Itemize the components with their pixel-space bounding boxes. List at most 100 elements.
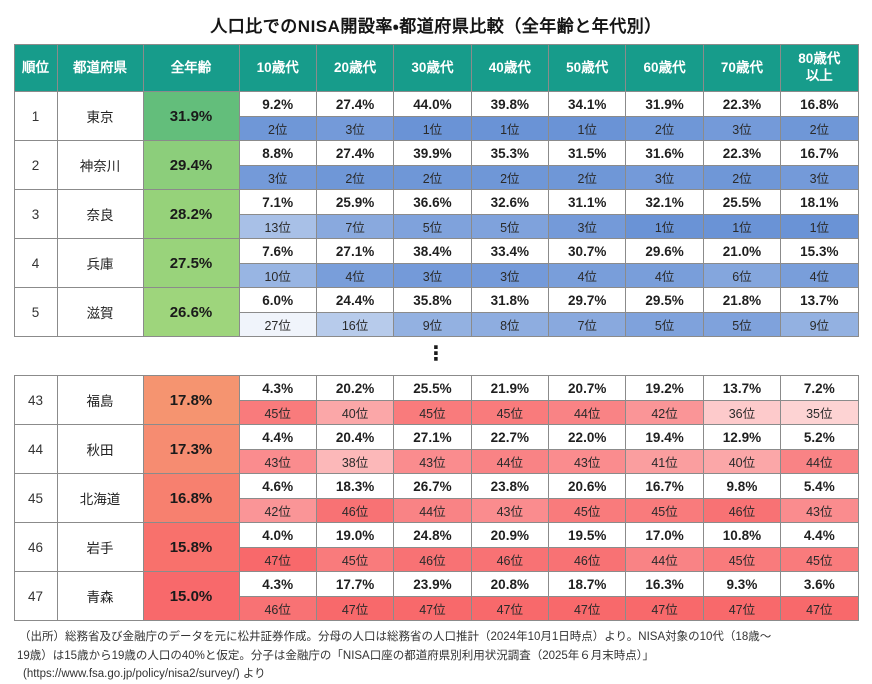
page-title: 人口比でのNISA開設率・都道府県比較（全年齢と年代別） xyxy=(210,17,662,36)
age-rank-cell-7: 47位 xyxy=(780,596,859,621)
age-rate-cell-1: 20.4% xyxy=(315,424,395,450)
age-rate-cell-2: 27.1% xyxy=(393,424,472,450)
age-rate-cell-5: 31.6% xyxy=(625,140,704,166)
prefecture-cell: 東京 xyxy=(56,91,144,141)
overall-rank-cell: 46 xyxy=(13,522,58,572)
age-rate-cell-0: 4.0% xyxy=(238,522,317,548)
table-header: 順位 都道府県 全年齢 10歳代 20歳代 30歳代 40歳代 50歳代 60歳代 70歳代 80歳… xyxy=(13,44,859,92)
age-rank-cell-3: 2位 xyxy=(470,165,550,190)
age-rate-cell-7: 5.4% xyxy=(780,473,859,499)
age-rate-cell-0: 6.0% xyxy=(238,287,317,313)
age-rank-cell-3: 45位 xyxy=(470,400,550,425)
age-rate-cell-4: 20.7% xyxy=(547,375,627,401)
age-rank-cell-2: 1位 xyxy=(393,116,472,141)
age-rate-cell-7: 5.2% xyxy=(780,424,859,450)
age-rate-cell-7: 18.1% xyxy=(780,189,859,215)
table-rank-row: 3位 2位 2位 2位 2位 3位 2位 3位 xyxy=(14,165,859,190)
prefecture-cell: 奈良 xyxy=(56,189,144,239)
age-rank-cell-1: 7位 xyxy=(315,214,395,239)
age-rate-cell-4: 20.6% xyxy=(547,473,627,499)
age-rate-cell-0: 4.3% xyxy=(238,571,317,597)
age-rank-cell-0: 42位 xyxy=(238,498,317,523)
age-rate-cell-6: 9.8% xyxy=(702,473,782,499)
table-row: 44 秋田 17.3% 4.4% 20.4% 27.1% 22.7% 22.0% 19.4% 12… xyxy=(13,424,859,474)
column-header-7: 50歳代 xyxy=(547,44,627,92)
age-rank-cell-7: 43位 xyxy=(780,498,859,523)
age-rate-cell-5: 16.3% xyxy=(625,571,704,597)
age-rank-cell-0: 27位 xyxy=(238,312,317,337)
age-rate-cell-1: 27.1% xyxy=(315,238,395,264)
age-rank-cell-5: 3位 xyxy=(625,165,704,190)
age-rate-cell-3: 31.8% xyxy=(470,287,550,313)
age-rank-cell-6: 46位 xyxy=(702,498,782,523)
age-rank-cell-0: 46位 xyxy=(238,596,317,621)
overall-rate-cell: 17.8% xyxy=(142,375,240,425)
age-rate-cell-3: 22.7% xyxy=(470,424,550,450)
top-ranking-table: 順位 都道府県 全年齢 10歳代 20歳代 30歳代 40歳代 50歳代 60歳代 70歳代 80歳… xyxy=(13,44,859,337)
age-rank-cell-5: 4位 xyxy=(625,263,704,288)
table-row: 5 滋賀 26.6% 6.0% 24.4% 35.8% 31.8% 29.7% 29.5% 21.… xyxy=(13,287,859,337)
age-rate-cell-2: 25.5% xyxy=(393,375,472,401)
age-rate-cell-2: 39.9% xyxy=(393,140,472,166)
age-rank-cell-7: 44位 xyxy=(780,449,859,474)
prefecture-cell: 兵庫 xyxy=(56,238,144,288)
age-rate-cell-2: 26.7% xyxy=(393,473,472,499)
table-rank-row: 47位 45位 46位 46位 46位 44位 45位 45位 xyxy=(14,547,859,572)
age-rate-cell-7: 3.6% xyxy=(780,571,859,597)
source-note: （出所）総務省及び金融庁のデータを元に松井証券作成。分母の人口は総務省の人口推計… xyxy=(17,628,863,684)
age-rank-cell-0: 47位 xyxy=(238,547,317,572)
column-header-4: 20歳代 xyxy=(315,44,395,92)
age-rank-cell-2: 9位 xyxy=(393,312,472,337)
age-rank-cell-0: 45位 xyxy=(238,400,317,425)
source-note-line3: (https://www.fsa.go.jp/policy/nisa2/surv… xyxy=(23,668,266,681)
age-rate-cell-6: 21.0% xyxy=(702,238,782,264)
age-rate-cell-5: 17.0% xyxy=(625,522,704,548)
prefecture-cell: 北海道 xyxy=(56,473,144,523)
age-rate-cell-3: 20.8% xyxy=(470,571,550,597)
age-rate-cell-3: 32.6% xyxy=(470,189,550,215)
age-rate-cell-2: 35.8% xyxy=(393,287,472,313)
age-rank-cell-5: 41位 xyxy=(625,449,704,474)
overall-rank-cell: 43 xyxy=(13,375,58,425)
age-rank-cell-4: 47位 xyxy=(547,596,627,621)
age-rate-cell-4: 22.0% xyxy=(547,424,627,450)
age-rate-cell-4: 29.7% xyxy=(547,287,627,313)
age-rate-cell-0: 7.6% xyxy=(238,238,317,264)
overall-rate-cell: 15.0% xyxy=(142,571,240,621)
overall-rank-cell: 4 xyxy=(13,238,58,288)
age-rate-cell-3: 33.4% xyxy=(470,238,550,264)
age-rank-cell-4: 1位 xyxy=(547,116,627,141)
overall-rate-cell: 29.4% xyxy=(142,140,240,190)
age-rate-cell-6: 12.9% xyxy=(702,424,782,450)
age-rate-cell-5: 19.2% xyxy=(625,375,704,401)
age-rank-cell-7: 4位 xyxy=(780,263,859,288)
table-row: 43 福島 17.8% 4.3% 20.2% 25.5% 21.9% 20.7% 19.2% 13… xyxy=(13,375,859,425)
age-rate-cell-5: 32.1% xyxy=(625,189,704,215)
age-rate-cell-2: 24.8% xyxy=(393,522,472,548)
table-rank-row: 2位 3位 1位 1位 1位 2位 3位 2位 xyxy=(14,116,859,141)
age-rank-cell-6: 3位 xyxy=(702,116,782,141)
age-rate-cell-6: 13.7% xyxy=(702,375,782,401)
overall-rate-cell: 28.2% xyxy=(142,189,240,239)
table-rank-row: 46位 47位 47位 47位 47位 47位 47位 47位 xyxy=(14,596,859,621)
table-row: 2 神奈川 29.4% 8.8% 27.4% 39.9% 35.3% 31.5% 31.6% 22… xyxy=(13,140,859,190)
age-rate-cell-5: 16.7% xyxy=(625,473,704,499)
age-rank-cell-2: 5位 xyxy=(393,214,472,239)
age-rate-cell-0: 4.6% xyxy=(238,473,317,499)
overall-rate-cell: 26.6% xyxy=(142,287,240,337)
age-rank-cell-7: 3位 xyxy=(780,165,859,190)
age-rate-cell-6: 22.3% xyxy=(702,91,782,117)
age-rank-cell-6: 36位 xyxy=(702,400,782,425)
age-rate-cell-1: 17.7% xyxy=(315,571,395,597)
age-rank-cell-3: 3位 xyxy=(470,263,550,288)
age-rate-cell-3: 21.9% xyxy=(470,375,550,401)
prefecture-cell: 福島 xyxy=(56,375,144,425)
age-rank-cell-1: 4位 xyxy=(315,263,395,288)
age-rank-cell-4: 45位 xyxy=(547,498,627,523)
age-rank-cell-6: 45位 xyxy=(702,547,782,572)
overall-rank-cell: 5 xyxy=(13,287,58,337)
age-rank-cell-5: 5位 xyxy=(625,312,704,337)
age-rank-cell-1: 47位 xyxy=(315,596,395,621)
age-rank-cell-1: 46位 xyxy=(315,498,395,523)
